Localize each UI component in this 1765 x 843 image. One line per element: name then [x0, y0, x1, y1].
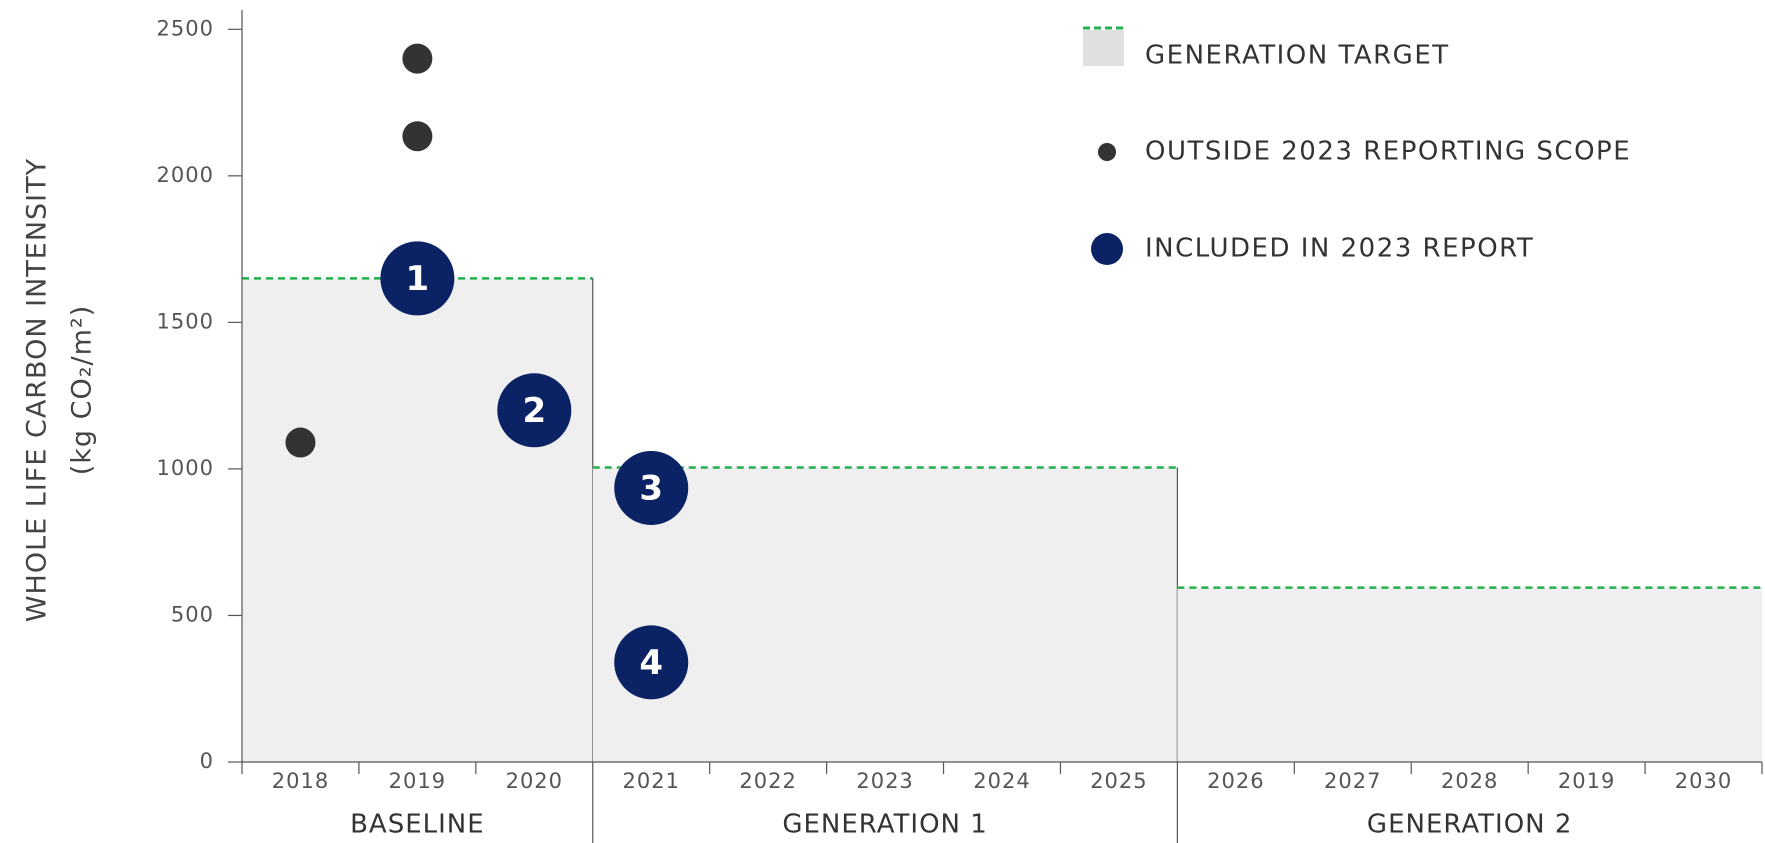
x-tick-label: 2019 [1558, 769, 1615, 793]
point-label: 4 [639, 643, 663, 683]
point [285, 427, 316, 458]
x-tick-label: 2020 [506, 769, 563, 793]
group-label: GENERATION 2 [1367, 810, 1573, 840]
point [614, 450, 689, 525]
x-tick-label: 2025 [1090, 769, 1147, 793]
y-tick-label: 2000 [157, 163, 214, 187]
legend-marker [1091, 233, 1123, 265]
point-label: 3 [639, 468, 663, 508]
x-tick-label: 2019 [389, 769, 446, 793]
point-label: 2 [522, 391, 546, 431]
group-label: BASELINE [350, 810, 485, 840]
x-tick-label: 2030 [1675, 769, 1732, 793]
point [402, 121, 433, 152]
y-tick-label: 500 [171, 602, 214, 626]
point [380, 241, 455, 316]
x-tick-label: 2027 [1324, 769, 1381, 793]
x-tick-label: 2024 [973, 769, 1030, 793]
legend-label: GENERATION TARGET [1145, 41, 1450, 71]
x-tick-label: 2022 [739, 769, 796, 793]
x-tick-label: 2021 [623, 769, 680, 793]
y-axis-label: WHOLE LIFE CARBON INTENSITY [22, 158, 53, 622]
point [402, 43, 433, 74]
y-tick-label: 2500 [157, 16, 214, 40]
point [614, 625, 689, 700]
point [497, 373, 572, 448]
point-label: 1 [406, 259, 430, 299]
x-tick-label: 2018 [272, 769, 329, 793]
group-label: GENERATION 1 [782, 810, 988, 840]
y-tick-label: 1000 [157, 456, 214, 480]
y-axis-label: (kg CO₂/m²) [67, 305, 98, 476]
x-tick-label: 2026 [1207, 769, 1264, 793]
y-tick-label: 0 [200, 749, 214, 773]
legend-marker [1098, 143, 1116, 161]
y-tick-label: 1500 [157, 309, 214, 333]
target-area [242, 278, 593, 762]
legend-label: INCLUDED IN 2023 REPORT [1145, 234, 1534, 264]
legend-swatch [1083, 30, 1124, 66]
x-tick-label: 2023 [856, 769, 913, 793]
target-area [1177, 587, 1762, 762]
legend-label: OUTSIDE 2023 REPORTING SCOPE [1145, 137, 1631, 167]
target-area [592, 467, 1178, 762]
x-tick-label: 2028 [1441, 769, 1498, 793]
